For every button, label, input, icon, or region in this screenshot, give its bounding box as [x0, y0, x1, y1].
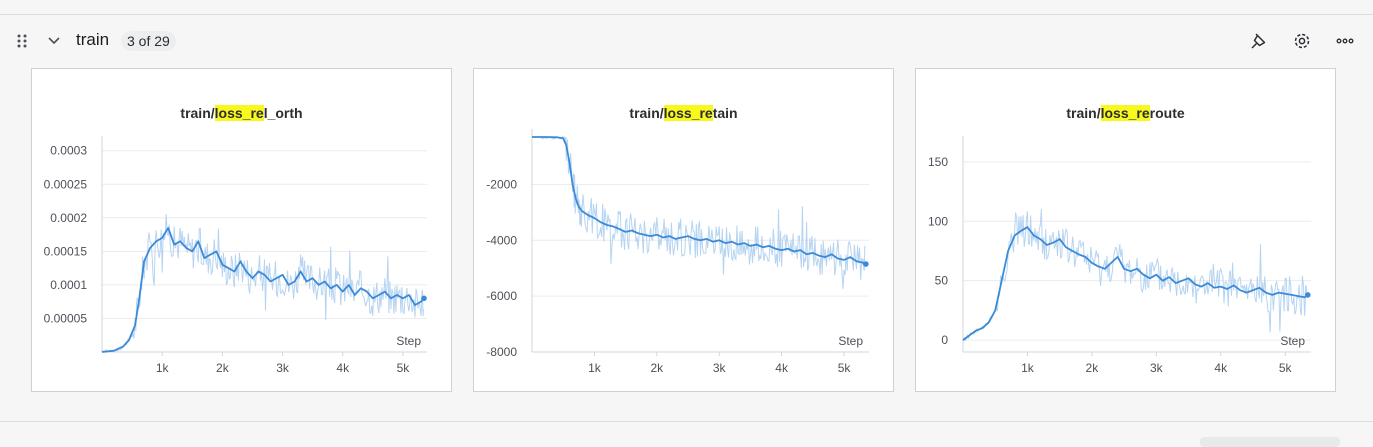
y-tick-label: 150	[928, 155, 948, 169]
y-tick-label: -4000	[486, 233, 517, 247]
chart-panel-loss-reroute[interactable]: train/loss_reroute 0 50 100 150 1k 2k 3k 4k 5k St…	[915, 68, 1336, 392]
y-tick-label: -8000	[486, 345, 517, 359]
y-tick-label: 50	[935, 274, 949, 288]
raw-series-line	[101, 214, 424, 353]
series-line	[101, 226, 425, 353]
x-tick-label: 5k	[838, 361, 852, 375]
y-tick-label: 0.00005	[44, 311, 88, 325]
chevron-down-icon[interactable]	[46, 34, 62, 48]
search-highlight: loss_re	[214, 105, 264, 121]
x-tick-label: 2k	[1086, 361, 1100, 375]
y-tick-label: 0.00015	[44, 244, 88, 258]
raw-series-line	[962, 208, 1308, 342]
y-tick-label: 0.00025	[44, 177, 88, 191]
panel-title: train/loss_reroute	[1066, 105, 1185, 121]
search-highlight: loss_re	[1100, 105, 1150, 121]
bottom-divider	[0, 421, 1373, 422]
series-endpoint	[1304, 292, 1311, 298]
panel-section-header: train 3 of 29	[0, 26, 1373, 56]
next-section-chip	[1200, 437, 1340, 447]
section-title[interactable]: train	[76, 30, 110, 49]
series-endpoint	[863, 261, 869, 267]
chart-panel-loss-rel-orth[interactable]: train/loss_rel_orth 0.00005 0.0001 0.00015…	[31, 68, 452, 392]
gear-icon[interactable]	[1291, 30, 1313, 52]
x-tick-label: 2k	[216, 361, 230, 375]
pin-icon[interactable]	[1248, 30, 1270, 52]
x-tick-label: 1k	[588, 361, 602, 375]
x-axis-label: Step	[838, 334, 863, 348]
y-tick-label: -2000	[486, 177, 517, 191]
x-tick-label: 1k	[156, 361, 170, 375]
series-line	[532, 136, 867, 265]
y-tick-label: 0.0003	[50, 144, 87, 158]
x-tick-label: 1k	[1021, 361, 1035, 375]
series-line	[962, 226, 1309, 341]
drag-handle-icon[interactable]	[16, 33, 28, 49]
x-tick-label: 3k	[1150, 361, 1164, 375]
x-tick-label: 4k	[775, 361, 789, 375]
search-highlight: loss_re	[663, 105, 713, 121]
y-tick-label: 0.0001	[50, 278, 87, 292]
y-tick-label: 0	[941, 333, 948, 347]
raw-series-line	[531, 136, 866, 289]
chart-plot: -8000 -6000 -4000 -2000 1k 2k 3k 4k 5k Step	[486, 129, 869, 375]
x-tick-label: 3k	[276, 361, 290, 375]
series-endpoint	[421, 295, 427, 302]
y-tick-label: -6000	[486, 289, 517, 303]
chart-panel-loss-retain[interactable]: train/loss_retain -8000 -6000 -4000 -2000 1k…	[473, 68, 894, 392]
x-axis-label: Step	[396, 334, 421, 348]
chart-plot: 0 50 100 150 1k 2k 3k 4k 5k Step	[928, 136, 1311, 375]
y-tick-label: 100	[928, 214, 948, 228]
x-tick-label: 4k	[1214, 361, 1228, 375]
x-axis-label: Step	[1280, 334, 1305, 348]
x-tick-label: 3k	[713, 361, 727, 375]
x-tick-label: 5k	[397, 361, 411, 375]
y-tick-label: 0.0002	[50, 211, 87, 225]
top-divider	[0, 14, 1373, 15]
more-horizontal-icon[interactable]	[1334, 30, 1356, 52]
chart-plot: 0.00005 0.0001 0.00015 0.0002 0.00025 0.0003 1…	[44, 136, 427, 375]
panel-title: train/loss_rel_orth	[180, 105, 303, 121]
panel-title: train/loss_retain	[629, 105, 738, 121]
x-tick-label: 4k	[336, 361, 350, 375]
x-tick-label: 2k	[650, 361, 664, 375]
x-tick-label: 5k	[1279, 361, 1293, 375]
panel-count-badge: 3 of 29	[121, 31, 176, 51]
